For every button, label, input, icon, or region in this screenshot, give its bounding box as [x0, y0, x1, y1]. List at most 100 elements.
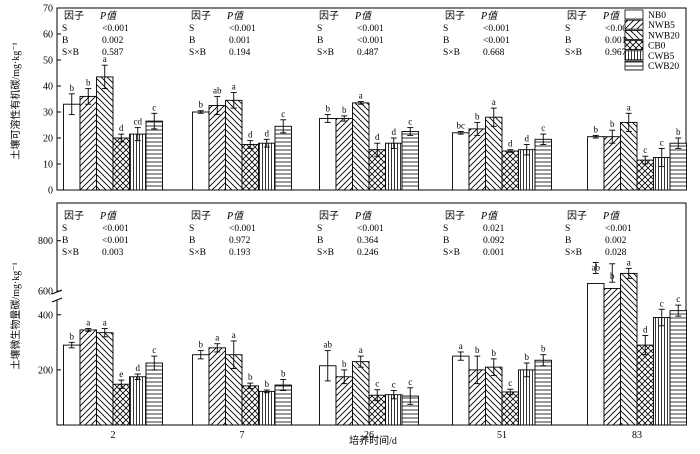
stats-factor: S: [189, 224, 194, 234]
bar-cb0: [112, 137, 130, 191]
stats-factor: B: [443, 36, 449, 46]
stats-factor: S: [443, 224, 448, 234]
stats-pvalue: <0.001: [605, 224, 632, 234]
bar-nwb20: [352, 361, 370, 426]
legend-swatch-nwb5: [624, 19, 644, 30]
stats-pvalue: 0.003: [102, 248, 124, 258]
stats-header-pvalue: P值: [354, 10, 373, 22]
y-tick-label: 600: [38, 287, 53, 298]
stats-header-pvalue: P值: [226, 10, 245, 22]
significance-letter: b: [342, 105, 347, 115]
bar-cwb5: [385, 142, 403, 191]
y-tick-label: 20: [43, 134, 53, 145]
y-axis-label: 土壤微生物量碳/mg·kg⁻¹: [9, 262, 22, 369]
bar-cb0: [501, 150, 519, 191]
significance-letter: c: [541, 123, 545, 133]
bar-cb0: [241, 144, 259, 191]
significance-letter: a: [86, 318, 90, 328]
bar-nb0: [587, 283, 605, 426]
stats-factor: S×B: [62, 48, 79, 58]
axis-break-gap: [51, 292, 63, 300]
bar-nb0: [452, 132, 470, 191]
significance-letter: b: [492, 348, 497, 358]
stats-header-factor: 因子: [64, 210, 84, 222]
stats-header-pvalue: P值: [99, 210, 118, 222]
significance-letter: b: [70, 83, 75, 93]
stats-header-pvalue: P值: [602, 10, 621, 22]
bar-nwb5: [79, 95, 97, 191]
bar-nb0: [63, 344, 81, 426]
stats-factor: S×B: [317, 248, 334, 258]
significance-letter: b: [86, 78, 91, 88]
stats-header-factor: 因子: [567, 210, 587, 222]
y-tick-label: 40: [43, 82, 53, 93]
stats-factor: S×B: [443, 48, 460, 58]
stats-pvalue: 0.193: [229, 248, 251, 258]
stats-header-factor: 因子: [191, 10, 211, 22]
significance-letter: b: [610, 119, 615, 129]
significance-letter: a: [627, 102, 631, 112]
stats-factor: S×B: [189, 248, 206, 258]
stats-pvalue: 0.001: [229, 36, 251, 46]
legend-swatch-nb0: [624, 9, 644, 20]
significance-letter: d: [375, 132, 380, 142]
significance-letter: b: [475, 111, 480, 121]
legend-label-cwb20: CWB20: [648, 62, 679, 72]
bar-nwb20: [620, 272, 638, 426]
stats-factor: S: [189, 24, 194, 34]
bar-nb0: [192, 111, 210, 191]
stats-header-factor: 因子: [567, 10, 587, 22]
significance-letter: b: [676, 127, 681, 137]
bar-cwb20: [669, 310, 687, 426]
y-tick-label: 0: [48, 186, 53, 197]
bar-nb0: [319, 118, 337, 191]
bar-nb0: [452, 355, 470, 426]
significance-letter: c: [660, 137, 664, 147]
stats-factor: B: [62, 36, 68, 46]
legend-label-cwb5: CWB5: [648, 52, 675, 62]
stats-pvalue: <0.001: [357, 36, 384, 46]
stats-pvalue: <0.001: [357, 24, 384, 34]
significance-letter: d: [248, 130, 253, 140]
bar-cwb5: [258, 142, 276, 191]
bar-cwb20: [401, 131, 419, 191]
x-tick-label: 2: [111, 430, 116, 441]
stats-factor: S×B: [443, 248, 460, 258]
significance-letter: d: [119, 123, 124, 133]
stats-header-pvalue: P值: [226, 210, 245, 222]
stats-header-factor: 因子: [319, 210, 339, 222]
legend-label-nb0: NB0: [648, 11, 666, 21]
stats-factor: S: [62, 24, 67, 34]
significance-letter: a: [103, 54, 107, 64]
stats-factor: B: [317, 236, 323, 246]
significance-letter: b: [265, 379, 270, 389]
stats-factor: S×B: [565, 248, 582, 258]
stats-pvalue: <0.001: [102, 236, 129, 246]
stats-pvalue: 0.967: [605, 48, 627, 58]
stats-header-pvalue: P值: [480, 10, 499, 22]
bar-cwb5: [258, 390, 276, 426]
significance-letter: b: [70, 331, 75, 341]
stats-factor: B: [565, 236, 571, 246]
stats-factor: S: [565, 24, 570, 34]
significance-letter: a: [359, 345, 363, 355]
bar-cb0: [501, 391, 519, 426]
x-tick-label: 83: [632, 430, 642, 441]
stats-factor: S: [443, 24, 448, 34]
bar-nb0: [63, 103, 81, 191]
stats-pvalue: 0.001: [605, 36, 627, 46]
bar-nwb20: [485, 116, 503, 191]
bar-cwb20: [669, 142, 687, 191]
significance-letter: a: [232, 82, 236, 92]
stats-header-factor: 因子: [445, 210, 465, 222]
significance-letter: ab: [324, 340, 333, 350]
stats-header-pvalue: P值: [602, 210, 621, 222]
significance-letter: c: [643, 145, 647, 155]
significance-letter: ab: [592, 262, 601, 272]
significance-letter: a: [359, 91, 363, 101]
stats-pvalue: 0.668: [483, 48, 505, 58]
significance-letter: c: [508, 378, 512, 388]
significance-letter: d: [525, 134, 530, 144]
